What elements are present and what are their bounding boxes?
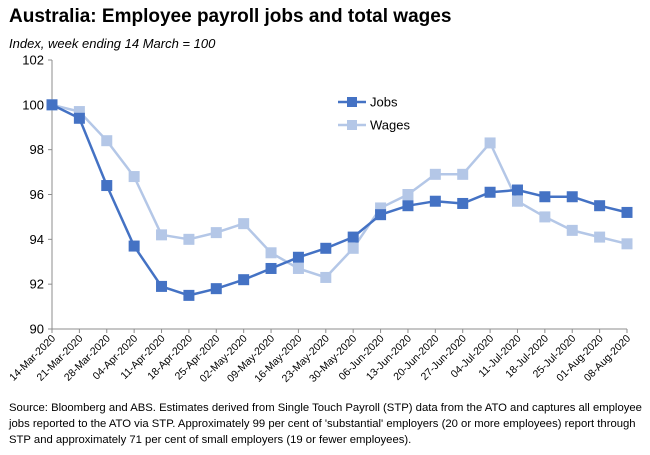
jobs-point <box>621 206 633 218</box>
wages-point <box>183 233 195 245</box>
y-tick-label: 96 <box>30 187 44 202</box>
jobs-point <box>101 180 113 192</box>
series-layer <box>46 99 633 301</box>
jobs-point <box>429 195 441 207</box>
wages-point <box>457 168 469 180</box>
wages-point <box>73 106 85 118</box>
wages-point <box>539 211 551 223</box>
jobs-point <box>238 274 250 286</box>
jobs-point <box>457 197 469 209</box>
jobs-point <box>183 289 195 301</box>
wages-point <box>210 227 222 239</box>
jobs-point <box>156 280 168 292</box>
wages-point <box>128 171 140 183</box>
jobs-series-line <box>51 103 628 297</box>
legend-wages-marker <box>347 120 357 130</box>
wages-point <box>375 202 387 214</box>
wages-point <box>238 218 250 230</box>
wages-point <box>156 229 168 241</box>
y-tick-label: 100 <box>22 97 44 112</box>
wages-point <box>566 224 578 236</box>
jobs-point <box>292 251 304 263</box>
legend-wages-label: Wages <box>370 118 410 133</box>
y-tick-label: 92 <box>30 277 44 292</box>
y-tick-label: 94 <box>30 232 44 247</box>
jobs-point <box>484 186 496 198</box>
jobs-point <box>511 184 523 196</box>
legend-jobs-marker <box>347 97 357 107</box>
legend-jobs-label: Jobs <box>370 95 398 110</box>
jobs-point <box>347 231 359 243</box>
jobs-point <box>594 200 606 212</box>
wages-point <box>511 195 523 207</box>
chart-subtitle: Index, week ending 14 March = 100 <box>9 36 216 51</box>
wages-point <box>347 242 359 254</box>
wages-series-line <box>51 103 628 279</box>
chart-axes: 909294969810010214-Mar-202021-Mar-202028… <box>7 53 633 385</box>
jobs-point <box>320 242 332 254</box>
jobs-point <box>566 191 578 203</box>
wages-point <box>484 137 496 149</box>
wages-point <box>320 271 332 283</box>
line-chart: 909294969810010214-Mar-202021-Mar-202028… <box>7 53 633 385</box>
wages-point <box>292 262 304 274</box>
wages-point <box>621 238 633 250</box>
jobs-point <box>73 112 85 124</box>
jobs-point <box>265 262 277 274</box>
jobs-point <box>402 200 414 212</box>
y-tick-label: 90 <box>30 322 44 337</box>
jobs-point <box>128 240 140 252</box>
wages-point <box>594 231 606 243</box>
wages-point <box>265 247 277 259</box>
jobs-point <box>539 191 551 203</box>
wages-point <box>402 189 414 200</box>
chart-legend: Jobs Wages <box>338 95 410 133</box>
jobs-point <box>375 209 387 221</box>
wages-point <box>429 168 441 180</box>
jobs-point <box>210 283 222 295</box>
wages-point <box>101 135 113 147</box>
source-note: Source: Bloomberg and ABS. Estimates der… <box>9 402 642 446</box>
chart-title: Australia: Employee payroll jobs and tot… <box>9 6 452 27</box>
y-tick-label: 98 <box>30 142 44 157</box>
y-tick-label: 102 <box>22 53 44 68</box>
jobs-point <box>46 99 58 111</box>
